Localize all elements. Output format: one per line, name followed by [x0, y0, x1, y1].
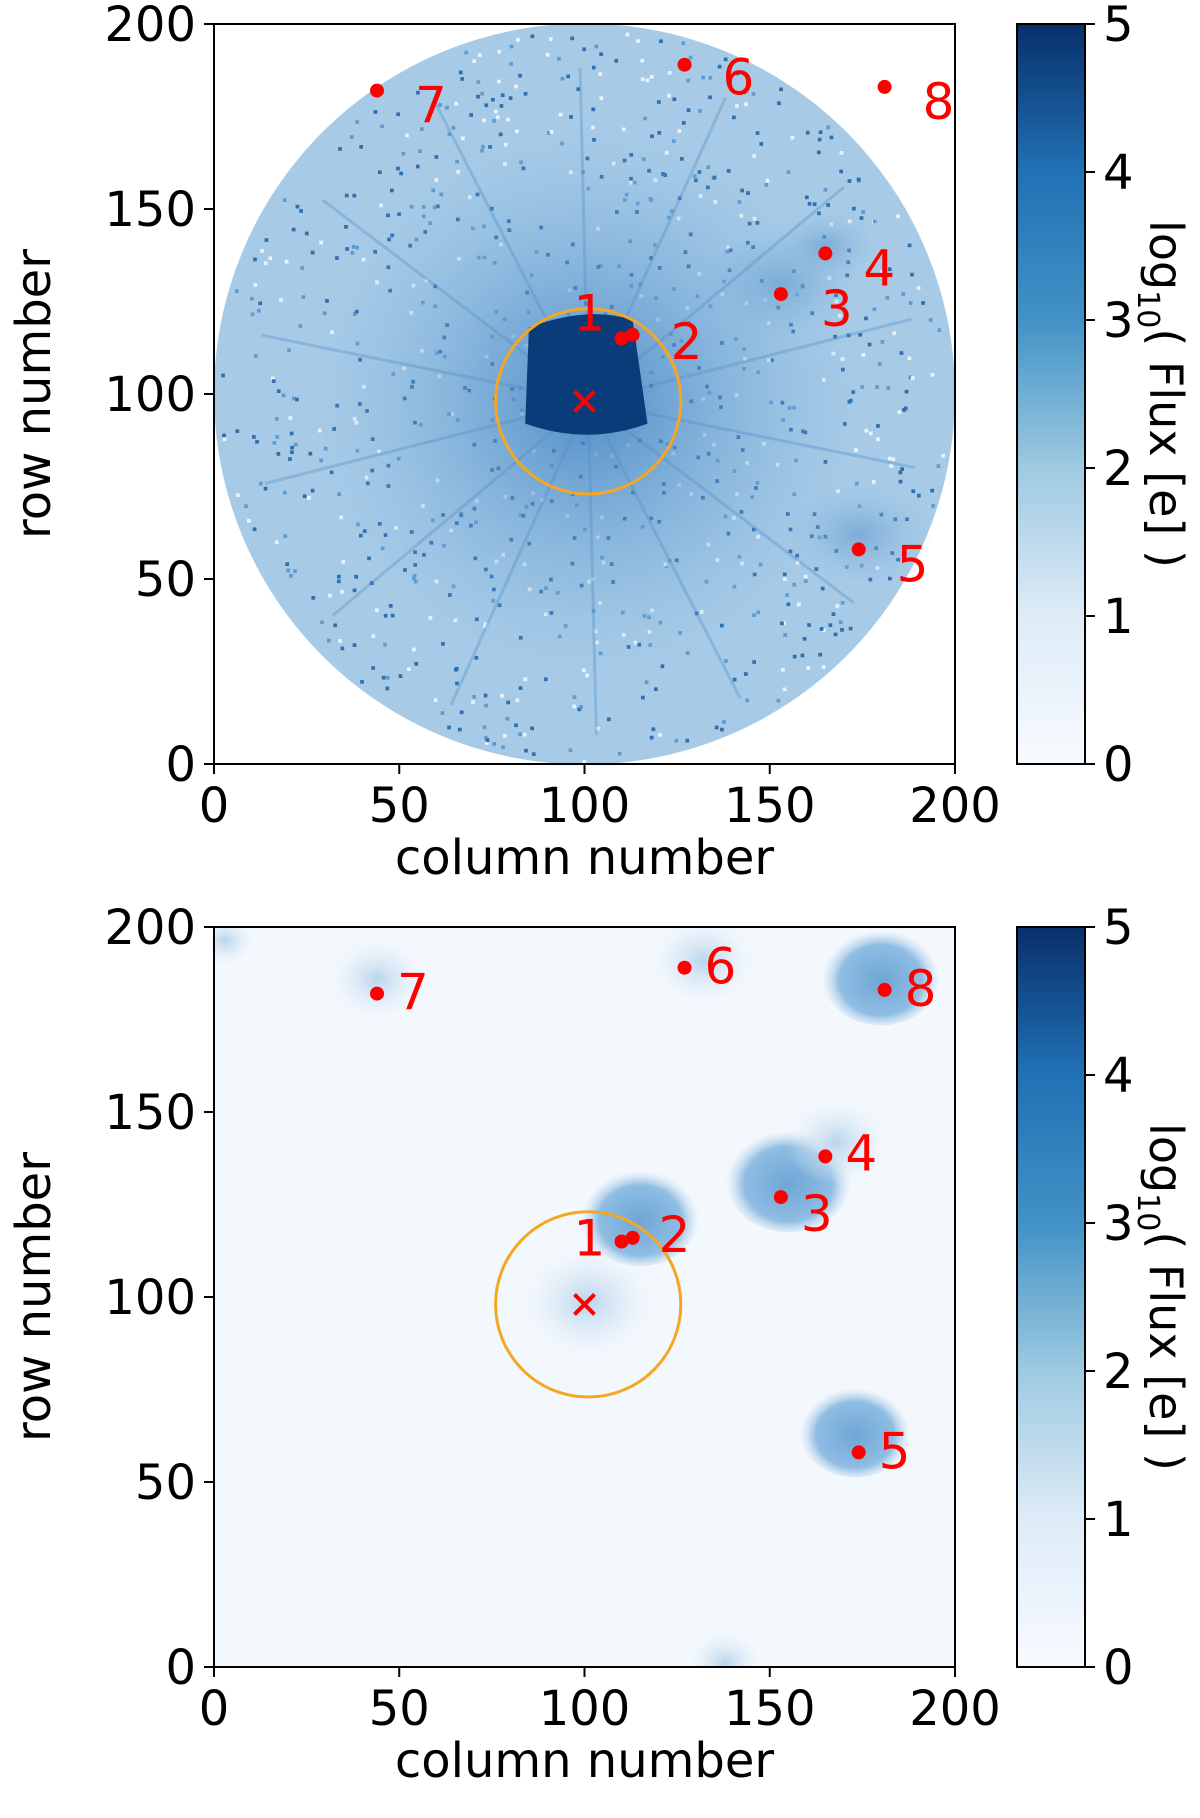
colorbar-tick-label: 5 [1103, 0, 1134, 53]
source-label: 1 [574, 1210, 606, 1268]
aperture-circle [494, 307, 683, 496]
psf-blob [328, 934, 426, 1017]
colorbar-tick-label: 4 [1103, 145, 1134, 201]
source-label: 3 [821, 280, 853, 338]
source-point [773, 287, 788, 302]
colorbar-tick-label: 2 [1103, 441, 1134, 497]
source-point [877, 982, 892, 997]
colorbar-tick-label: 4 [1103, 1048, 1134, 1104]
colorbar-tick-label: 1 [1103, 1492, 1134, 1548]
source-point [625, 327, 640, 342]
x-tick-label: 50 [369, 778, 430, 834]
source-point [877, 79, 892, 94]
psf-blob [799, 1382, 911, 1478]
source-label: 5 [879, 1422, 911, 1480]
colorbar-tick-label: 0 [1103, 1640, 1134, 1696]
colorbar-label: log10( Flux [e] ) [1130, 1123, 1193, 1471]
source-label: 8 [905, 960, 937, 1018]
colorbar-tick-label: 2 [1103, 1344, 1134, 1400]
colorbar [1016, 926, 1086, 1668]
source-point [625, 1230, 640, 1245]
image-top [214, 24, 955, 764]
y-axis-label: row number [6, 249, 62, 539]
x-tick-label: 100 [539, 1681, 631, 1737]
x-tick-label: 150 [724, 1681, 816, 1737]
image-bottom [214, 927, 955, 1667]
source-point [677, 960, 692, 975]
colorbar-label: log10( Flux [e] ) [1130, 220, 1193, 568]
source-point [370, 986, 385, 1001]
source-label: 3 [801, 1185, 833, 1243]
source-label: 4 [863, 239, 895, 297]
y-tick-label: 150 [104, 182, 196, 238]
psf-blob [821, 927, 941, 1026]
source-label: 1 [574, 285, 606, 343]
x-tick-label: 150 [724, 778, 816, 834]
y-tick-label: 50 [135, 552, 196, 608]
colorbar-tick-label: 3 [1103, 293, 1134, 349]
y-tick-label: 0 [165, 1640, 196, 1696]
source-label: 5 [897, 535, 929, 593]
target-marker [573, 389, 596, 413]
psf-blob [688, 1628, 763, 1667]
x-tick-label: 200 [909, 1681, 1001, 1737]
x-tick-label: 50 [369, 1681, 430, 1737]
colorbar-tick-label: 3 [1103, 1196, 1134, 1252]
colorbar-tick-label: 1 [1103, 589, 1134, 645]
colorbar [1016, 23, 1086, 765]
colorbar-tick-label: 0 [1103, 737, 1134, 793]
source-label: 4 [845, 1124, 877, 1182]
source-point [614, 331, 629, 346]
y-tick-label: 200 [104, 900, 196, 956]
psf-blob [651, 927, 755, 1001]
colorbar-tick-label: 5 [1103, 900, 1134, 956]
target-marker [573, 1292, 596, 1316]
y-tick-label: 0 [165, 737, 196, 793]
psf-blob [214, 927, 255, 964]
source-label: 6 [723, 49, 755, 107]
source-label: 2 [671, 313, 703, 371]
source-label: 2 [659, 1206, 691, 1264]
x-tick-label: 100 [539, 778, 631, 834]
source-label: 7 [415, 77, 447, 135]
y-tick-label: 100 [104, 1270, 196, 1326]
source-label: 6 [705, 938, 737, 996]
source-point [818, 246, 833, 261]
x-tick-label: 200 [909, 778, 1001, 834]
target-core [525, 314, 648, 435]
source-point [614, 1234, 629, 1249]
source-point [773, 1190, 788, 1205]
x-tick-label: 0 [199, 778, 230, 834]
y-tick-label: 200 [104, 0, 196, 53]
x-axis-label: column number [395, 1733, 775, 1789]
y-tick-label: 50 [135, 1455, 196, 1511]
source-point [370, 83, 385, 98]
y-axis-label: row number [6, 1152, 62, 1442]
y-tick-label: 100 [104, 367, 196, 423]
aperture-circle [494, 1210, 683, 1399]
x-tick-label: 0 [199, 1681, 230, 1737]
x-axis-label: column number [395, 830, 775, 886]
source-label: 8 [923, 73, 955, 131]
y-tick-label: 150 [104, 1085, 196, 1141]
source-label: 7 [397, 964, 429, 1022]
source-point [851, 1445, 866, 1460]
psf-blob [784, 1093, 889, 1182]
source-point [677, 57, 692, 72]
psf-blob [580, 1165, 700, 1266]
psf-blob [521, 1240, 655, 1354]
source-point [818, 1149, 833, 1164]
source-point [851, 542, 866, 557]
